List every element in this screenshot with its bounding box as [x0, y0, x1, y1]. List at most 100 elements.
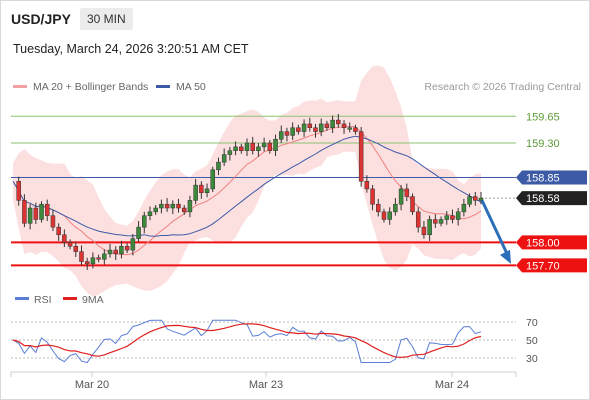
candle-body — [455, 211, 461, 220]
candle-body — [347, 127, 352, 130]
candle-body — [336, 119, 341, 125]
candle-body — [181, 207, 187, 213]
rsi-legend-label: RSI — [34, 294, 52, 306]
candle-body — [107, 249, 113, 255]
candle-body — [444, 215, 450, 220]
ma50-line — [12, 135, 482, 237]
candle-body — [16, 181, 21, 201]
candle-body — [467, 196, 472, 205]
candle-body — [267, 142, 273, 151]
candle-body — [204, 188, 210, 193]
bollinger-band-fill — [13, 65, 481, 297]
bollinger-band — [13, 65, 481, 297]
candle-body — [56, 226, 61, 236]
candle-body — [353, 127, 358, 132]
candle-body — [330, 119, 335, 129]
candle-body — [301, 123, 307, 132]
rsi-ma-legend-label: 9MA — [82, 294, 104, 306]
candle-body — [27, 207, 33, 224]
rsi-ma-swatch — [63, 297, 77, 300]
candle-body — [381, 211, 387, 220]
candle-body — [44, 203, 50, 216]
candle-body — [318, 123, 324, 132]
candle-body — [244, 142, 250, 151]
candle-body — [376, 203, 381, 213]
rsi-tick-50: 50 — [526, 335, 538, 347]
rsi-line — [12, 319, 482, 364]
rsi-ma-line — [12, 323, 482, 358]
candle-body — [33, 207, 39, 220]
candles — [16, 113, 484, 270]
legend-ma20: MA 20 + Bollinger Bands — [13, 81, 148, 93]
candle-body — [113, 249, 118, 255]
candle-body — [370, 188, 375, 205]
candle-body — [478, 197, 484, 201]
x-tick-mar24: Mar 24 — [435, 379, 469, 391]
candle-body — [427, 219, 432, 236]
candle-body — [210, 169, 216, 190]
header: USD/JPY 30 MIN — [1, 1, 589, 37]
candle-body — [450, 215, 455, 220]
candle-body — [193, 184, 198, 201]
candle-body — [473, 196, 478, 201]
candle-body — [433, 219, 438, 224]
forecast-arrow-head — [500, 249, 511, 264]
candle-body — [164, 203, 170, 209]
candle-body — [410, 196, 415, 213]
candle-body — [130, 238, 136, 251]
x-tick-mar23: Mar 23 — [249, 379, 283, 391]
candle-body — [90, 257, 96, 265]
rsi-tick-30: 30 — [526, 353, 538, 365]
candle-body — [39, 203, 44, 220]
candle-body — [461, 203, 467, 213]
candle-body — [398, 188, 404, 205]
candle-body — [119, 245, 124, 255]
candle-body — [324, 123, 330, 129]
candle-body — [22, 200, 27, 224]
candle-body — [273, 138, 278, 151]
candle-body — [250, 142, 255, 151]
rsi-swatch — [15, 297, 29, 300]
candle-body — [341, 123, 347, 129]
candle-body — [233, 146, 238, 151]
timeframe-badge[interactable]: 30 MIN — [80, 8, 133, 30]
pair-label: USD/JPY — [11, 11, 71, 27]
candle-body — [216, 161, 221, 171]
level-label-r2: 159.65 — [526, 111, 560, 123]
candle-body — [284, 131, 290, 136]
candle-body — [227, 150, 233, 155]
candle-body — [438, 219, 444, 224]
candle-body — [256, 146, 261, 151]
candle-body — [124, 245, 130, 251]
rsi-tick-70: 70 — [526, 317, 538, 329]
candle-body — [307, 123, 313, 129]
ma20-swatch — [13, 84, 27, 88]
level-tag-text-price: 158.58 — [526, 193, 560, 205]
credit-text: Research © 2026 Trading Central — [424, 81, 581, 93]
candle-body — [187, 200, 193, 213]
legend-ma50-label: MA 50 — [176, 81, 206, 93]
level-tag-text-s2: 157.70 — [526, 260, 560, 272]
candle-body — [96, 257, 101, 260]
candle-body — [153, 207, 158, 213]
level-tag-s1 — [516, 235, 587, 250]
candle-body — [421, 226, 427, 236]
level-tag-text-ma_level: 158.85 — [526, 172, 560, 184]
forecast-arrow — [480, 199, 511, 264]
candle-body — [278, 131, 284, 140]
level-tag-text-s1: 158.00 — [526, 237, 560, 249]
candle-body — [67, 242, 73, 247]
candle-body — [393, 203, 398, 213]
candle-body — [261, 142, 267, 148]
level-tag-s2 — [516, 258, 587, 273]
level-tag-ma_level — [516, 170, 587, 185]
candle-body — [404, 188, 410, 197]
timestamp: Tuesday, March 24, 2026 3:20:51 AM CET — [13, 42, 249, 56]
level-label-r1: 159.30 — [526, 138, 560, 150]
x-tick-mar20: Mar 20 — [75, 379, 109, 391]
candle-body — [84, 261, 90, 265]
candle-body — [147, 211, 153, 216]
candle-body — [290, 127, 295, 136]
